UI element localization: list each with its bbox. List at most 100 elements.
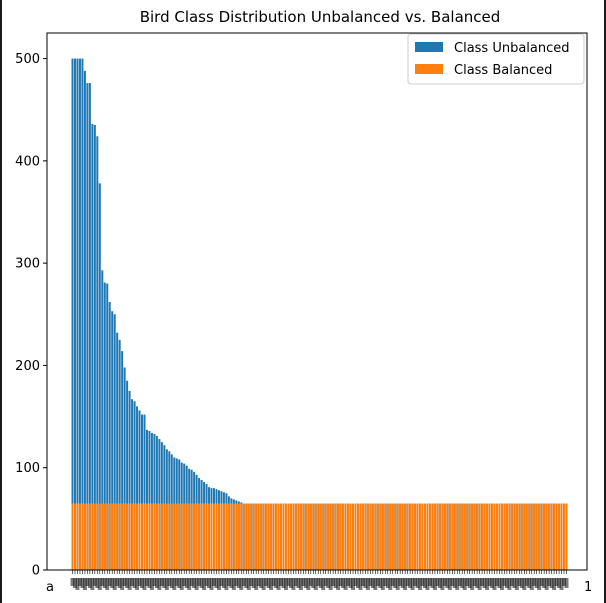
bar-balanced: [163, 503, 166, 570]
bar-balanced: [428, 503, 431, 570]
x-tick-label-glyph: [499, 578, 504, 590]
bar-balanced: [322, 503, 325, 570]
bar-balanced: [376, 503, 379, 570]
x-tick-label-glyph: [398, 578, 403, 586]
x-tick-label-glyph: [467, 578, 472, 588]
x-tick-label-glyph: [328, 578, 333, 590]
bar-balanced: [503, 503, 506, 570]
x-tick-label-glyph: [425, 578, 430, 590]
bar-unbalanced: [118, 339, 121, 570]
bar-balanced: [558, 503, 561, 570]
x-tick-label-glyph: [92, 578, 97, 586]
bar-balanced: [131, 503, 134, 570]
x-tick-label-glyph: [539, 578, 544, 586]
x-tick-label-glyph: [130, 578, 135, 586]
x-tick-label-glyph: [455, 578, 460, 590]
x-tick-label-glyph: [472, 578, 477, 586]
bar-balanced: [451, 503, 454, 570]
x-tick-label-glyph: [120, 578, 125, 590]
x-tick-label-glyph: [363, 578, 368, 588]
x-tick-label-glyph: [207, 578, 212, 588]
bar-balanced: [510, 503, 513, 570]
y-tick-label: 0: [32, 564, 40, 579]
chart-title: Bird Class Distribution Unbalanced vs. B…: [140, 8, 501, 26]
x-tick-label-glyph: [405, 578, 410, 586]
bar-unbalanced: [143, 414, 146, 570]
x-tick-label-glyph: [75, 578, 80, 590]
x-tick-label-glyph: [269, 578, 274, 590]
bar-balanced: [73, 503, 76, 570]
x-tick-label-glyph: [308, 578, 313, 586]
bar-balanced: [317, 503, 320, 570]
x-tick-label-glyph: [323, 578, 328, 586]
bar-unbalanced: [93, 125, 96, 570]
x-tick-label-glyph: [318, 578, 323, 588]
x-tick-label-glyph: [534, 578, 539, 588]
bar-balanced: [404, 503, 407, 570]
bar-balanced: [399, 503, 402, 570]
x-tick-label-glyph: [393, 578, 398, 588]
bar-balanced: [113, 503, 116, 570]
bar-balanced: [342, 503, 345, 570]
x-tick-label-glyph: [370, 578, 375, 588]
x-tick-label-glyph: [82, 578, 87, 590]
x-tick-label-glyph: [142, 578, 147, 590]
bar-balanced: [76, 503, 79, 570]
bar-balanced: [143, 503, 146, 570]
x-tick-label-glyph: [490, 578, 495, 588]
bar-balanced: [96, 503, 99, 570]
bar-balanced: [471, 503, 474, 570]
legend-swatch-unbalanced: [415, 42, 443, 52]
x-tick-label-glyph: [440, 578, 445, 590]
bar-unbalanced: [73, 58, 76, 570]
bar-balanced: [302, 503, 305, 570]
x-tick-label-glyph: [296, 578, 301, 588]
bar-balanced: [386, 503, 389, 570]
x-tick-label-glyph: [432, 578, 437, 590]
x-tick-label-glyph: [229, 578, 234, 588]
x-tick-label-glyph: [179, 578, 184, 590]
x-tick-label-glyph: [264, 578, 269, 586]
x-tick-label-glyph: [502, 578, 507, 586]
bar-balanced: [250, 503, 253, 570]
x-tick-label-glyph: [115, 578, 120, 586]
bar-balanced: [391, 503, 394, 570]
bar-balanced: [416, 503, 419, 570]
y-tick-label: 300: [15, 257, 40, 272]
bar-balanced: [456, 503, 459, 570]
x-tick-label-glyph: [358, 578, 363, 590]
x-tick-label-glyph: [395, 578, 400, 590]
bar-balanced: [277, 503, 280, 570]
bar-balanced: [158, 503, 161, 570]
bar-balanced: [145, 503, 148, 570]
x-tick-label-glyph: [95, 578, 100, 588]
bar-balanced: [272, 503, 275, 570]
x-tick-label-glyph: [462, 578, 467, 590]
bar-balanced: [232, 503, 235, 570]
x-tick-label-glyph: [442, 578, 447, 586]
bar-balanced: [525, 503, 528, 570]
legend-box: [407, 33, 585, 85]
bar-balanced: [347, 503, 350, 570]
y-tick-label: 200: [15, 359, 40, 374]
x-tick-label-glyph: [346, 578, 351, 586]
x-tick-label-glyph: [343, 578, 348, 590]
bar-balanced: [188, 503, 191, 570]
bar-balanced: [483, 503, 486, 570]
bar-balanced: [409, 503, 412, 570]
bar-balanced: [200, 503, 203, 570]
x-tick-label-glyph: [385, 578, 390, 588]
bar-balanced: [332, 503, 335, 570]
bar-balanced: [515, 503, 518, 570]
bar-balanced: [441, 503, 444, 570]
bar-balanced: [245, 503, 248, 570]
x-tick-label-glyph: [509, 578, 514, 586]
x-tick-label-glyph: [236, 578, 241, 588]
bar-balanced: [257, 503, 260, 570]
x-tick-label-glyph: [512, 578, 517, 588]
x-tick-label-glyph: [390, 578, 395, 586]
bar-balanced: [361, 503, 364, 570]
x-tick-label-glyph: [102, 578, 107, 588]
